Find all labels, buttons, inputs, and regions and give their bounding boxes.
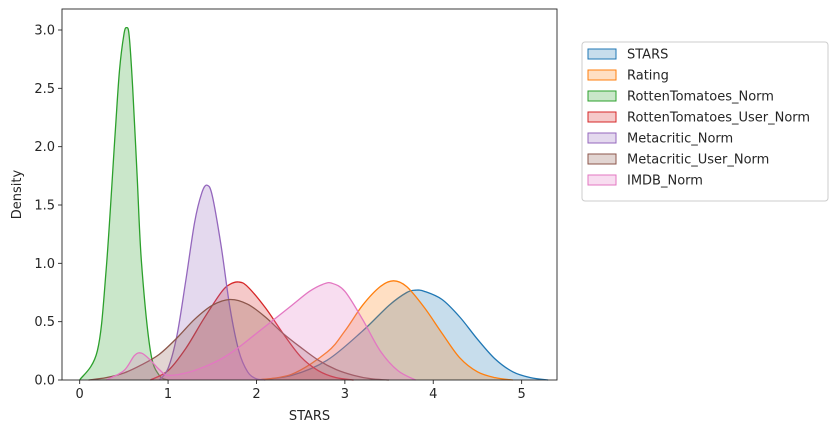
legend-label-metacritic-user-norm: Metacritic_User_Norm [627, 153, 769, 168]
legend-swatch-metacritic-user-norm [587, 153, 617, 165]
line-rating [256, 280, 513, 381]
y-axis-ticks: 0.0 0.5 1.0 1.5 2.0 2.5 3.0 [34, 24, 62, 389]
x-tick-label: 0 [76, 387, 84, 402]
x-tick-label: 3 [341, 387, 349, 402]
y-tick-label: 2.0 [34, 140, 55, 155]
line-stars [256, 289, 549, 381]
legend-label-imdb-norm: IMDB_Norm [627, 174, 703, 189]
area-metacritic-user-norm [88, 299, 390, 380]
y-tick-label: 0.0 [34, 374, 55, 389]
y-tick-label: 0.5 [34, 315, 55, 330]
y-axis-label: Density [10, 169, 25, 219]
x-axis-ticks: 0 1 2 3 4 5 [76, 380, 526, 402]
y-tick-label: 2.5 [34, 82, 55, 97]
legend-swatch-rating [587, 69, 617, 81]
area-imdb-norm [106, 282, 416, 380]
legend-swatch-stars [587, 48, 617, 60]
y-tick-label: 1.0 [34, 257, 55, 272]
legend-label-rating: Rating [627, 69, 669, 84]
legend-swatch-metacritic-norm [587, 132, 617, 144]
area-stars [256, 290, 549, 380]
line-rottentomatoes-user-norm [150, 281, 354, 381]
line-imdb-norm [105, 282, 416, 381]
line-metacritic-norm [158, 184, 266, 381]
plot-area [79, 26, 549, 381]
x-tick-label: 2 [252, 387, 260, 402]
area-rating [256, 280, 513, 380]
legend-swatch-rottentomatoes-norm [587, 90, 617, 102]
area-rottentomatoes-user-norm [150, 281, 354, 380]
legend-label-metacritic-norm: Metacritic_Norm [627, 132, 733, 147]
plot-frame [61, 8, 558, 381]
legend-label-rottentomatoes-user-norm: RottenTomatoes_User_Norm [627, 111, 810, 126]
legend-box [581, 41, 829, 202]
x-tick-label: 4 [429, 387, 437, 402]
legend: STARS Rating RottenTomatoes_Norm RottenToma… [581, 41, 829, 202]
line-rottentomatoes-norm [79, 26, 169, 381]
y-tick-label: 1.5 [34, 199, 55, 214]
legend-swatch-imdb-norm [587, 174, 617, 186]
legend-label-stars: STARS [627, 48, 668, 63]
area-rottentomatoes-norm [79, 27, 169, 381]
legend-label-rottentomatoes-norm: RottenTomatoes_Norm [627, 90, 774, 105]
x-tick-label: 5 [518, 387, 526, 402]
x-tick-label: 1 [164, 387, 172, 402]
x-axis-label: STARS [289, 409, 330, 424]
line-metacritic-user-norm [88, 298, 390, 381]
area-metacritic-norm [159, 185, 266, 380]
legend-swatch-rottentomatoes-user-norm [587, 111, 617, 123]
y-tick-label: 3.0 [34, 24, 55, 39]
